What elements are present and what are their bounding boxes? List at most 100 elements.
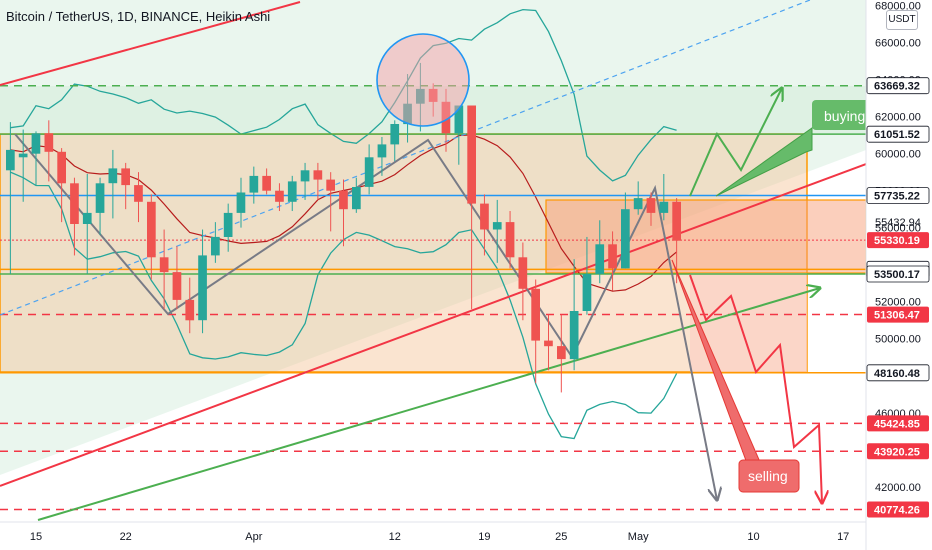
candle-2021-04-10[interactable] xyxy=(364,144,374,195)
candle-2021-04-06[interactable] xyxy=(313,162,323,200)
candle-2021-04-30[interactable] xyxy=(621,192,630,269)
candle-2021-03-25[interactable] xyxy=(159,229,169,310)
candle-2021-04-22[interactable] xyxy=(518,242,528,321)
candle-2021-05-03[interactable] xyxy=(659,174,669,221)
candle-body xyxy=(480,203,489,230)
candle-body xyxy=(275,190,284,202)
level-price-text: 40774.26 xyxy=(874,505,920,517)
candle-body xyxy=(236,192,246,213)
level-price-badge xyxy=(866,125,930,143)
candle-2021-03-27[interactable] xyxy=(185,277,195,334)
candle-2021-04-03[interactable] xyxy=(275,183,284,212)
candle-body xyxy=(198,255,207,321)
candle-2021-03-14[interactable] xyxy=(18,129,28,202)
candle-body xyxy=(518,257,528,289)
candle-2021-04-28[interactable] xyxy=(595,220,605,284)
level-price-text: 48160.48 xyxy=(874,368,920,380)
candle-2021-03-15[interactable] xyxy=(31,131,41,186)
candle-2021-03-19[interactable] xyxy=(82,174,92,274)
y-tick-label: 66000.00 xyxy=(875,38,921,50)
x-tick-label: 25 xyxy=(555,531,567,543)
candle-2021-04-02[interactable] xyxy=(262,168,271,195)
level-price-label-7: 48160.48 xyxy=(866,364,930,382)
candle-2021-03-30[interactable] xyxy=(223,203,233,252)
mid-channel-dashed-line xyxy=(0,0,811,316)
level-price-badge xyxy=(867,415,929,432)
level-price-badge xyxy=(867,232,929,249)
candle-2021-04-29[interactable] xyxy=(608,231,617,291)
y-tick-label: 62000.00 xyxy=(875,112,921,124)
x-tick-label: 17 xyxy=(837,531,849,543)
candle-2021-03-22[interactable] xyxy=(121,162,130,210)
candle-2021-04-01[interactable] xyxy=(249,166,259,204)
y-tick-label: 68000.00 xyxy=(875,1,921,13)
candle-body xyxy=(621,209,630,269)
candle-body xyxy=(505,222,515,258)
x-tick-label: 12 xyxy=(389,531,401,543)
candle-2021-03-26[interactable] xyxy=(172,246,182,310)
candle-body xyxy=(326,179,335,191)
candle-2021-04-18[interactable] xyxy=(467,105,476,310)
candle-2021-04-12[interactable] xyxy=(390,120,400,162)
candle-body xyxy=(147,201,156,258)
candle-2021-03-24[interactable] xyxy=(147,194,156,280)
candle-2021-03-13[interactable] xyxy=(6,122,15,274)
upper-channel-line xyxy=(0,1,301,86)
candle-2021-04-25[interactable] xyxy=(557,314,566,393)
chart-title: Bitcoin / TetherUS, 1D, BINANCE, Heikin … xyxy=(6,9,271,24)
candle-2021-03-18[interactable] xyxy=(70,177,79,256)
candle-2021-04-20[interactable] xyxy=(492,199,502,263)
candle-body xyxy=(313,170,323,180)
green-support-trendline xyxy=(37,288,820,521)
candle-2021-05-02[interactable] xyxy=(646,192,656,226)
level-price-badge xyxy=(866,265,930,283)
level-price-text: 57735.22 xyxy=(874,191,920,203)
candle-2021-05-01[interactable] xyxy=(633,181,643,215)
candle-body xyxy=(659,201,669,213)
candle-2021-04-23[interactable] xyxy=(531,279,540,384)
candle-2021-04-17[interactable] xyxy=(454,105,464,165)
candle-2021-03-29[interactable] xyxy=(211,222,220,263)
candle-2021-04-05[interactable] xyxy=(300,162,310,200)
candle-body xyxy=(557,346,566,360)
candle-2021-04-08[interactable] xyxy=(339,179,348,247)
candle-2021-05-04[interactable] xyxy=(672,198,681,284)
y-tick-label-crosshair: 55432.94 xyxy=(875,217,921,229)
candle-2021-03-31[interactable] xyxy=(236,177,246,228)
candle-body xyxy=(82,212,92,224)
candle-body xyxy=(364,157,374,187)
level-price-badge xyxy=(867,443,929,460)
lower-channel-line xyxy=(0,163,866,487)
candle-2021-03-28[interactable] xyxy=(198,229,207,334)
y-tick-label: 56000.00 xyxy=(875,223,921,235)
zigzag-pattern-line xyxy=(14,133,717,500)
level-price-badge xyxy=(867,306,929,323)
candle-2021-03-20[interactable] xyxy=(95,177,105,236)
candle-2021-04-26[interactable] xyxy=(569,259,579,371)
candle-2021-04-21[interactable] xyxy=(505,211,515,269)
candle-2021-04-19[interactable] xyxy=(480,194,489,256)
top-highlight-circle xyxy=(376,33,470,127)
candle-2021-04-11[interactable] xyxy=(377,136,387,176)
candle-2021-03-23[interactable] xyxy=(134,172,143,223)
candle-body xyxy=(544,340,553,347)
y-tick-label: 50000.00 xyxy=(875,334,921,346)
candle-2021-04-04[interactable] xyxy=(287,175,297,212)
candle-2021-03-21[interactable] xyxy=(108,149,118,219)
candle-body xyxy=(531,288,540,341)
buying-label-box xyxy=(812,100,866,130)
buying-label-pointer xyxy=(715,127,813,197)
candle-2021-03-17[interactable] xyxy=(57,148,66,223)
candle-2021-04-27[interactable] xyxy=(582,236,592,315)
bearish-projection-path xyxy=(689,274,822,503)
candle-body xyxy=(185,299,195,321)
candle-2021-03-16[interactable] xyxy=(44,120,54,182)
currency-unit-button[interactable]: USDT xyxy=(886,10,918,30)
level-price-badge xyxy=(866,77,930,95)
candle-2021-04-24[interactable] xyxy=(544,314,553,371)
candle-2021-04-09[interactable] xyxy=(352,177,361,213)
candle-2021-04-07[interactable] xyxy=(326,172,335,232)
level-price-badge xyxy=(867,501,929,518)
candle-body xyxy=(44,133,54,152)
